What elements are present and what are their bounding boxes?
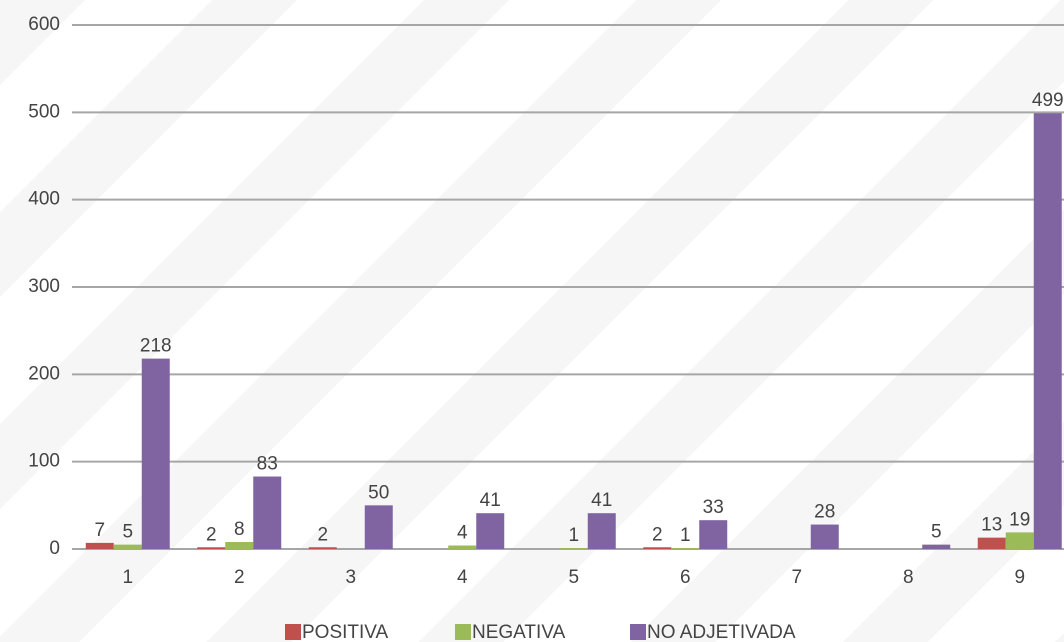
bar — [448, 545, 477, 549]
value-label: 4 — [457, 523, 468, 544]
value-label: 19 — [1009, 509, 1030, 530]
bar — [113, 544, 142, 549]
bar — [671, 548, 700, 550]
bar — [141, 358, 170, 549]
value-label: 28 — [814, 502, 835, 523]
value-label: 2 — [652, 524, 663, 545]
x-tick-label: 6 — [680, 567, 691, 588]
value-label: 8 — [234, 519, 245, 540]
legend-label: POSITIVA — [302, 622, 389, 642]
bar — [922, 544, 951, 549]
value-label: 41 — [591, 490, 612, 511]
bar — [225, 542, 254, 549]
x-tick-label: 7 — [791, 567, 802, 588]
bar — [587, 513, 616, 549]
value-label: 5 — [931, 522, 942, 543]
value-label: 2 — [206, 524, 217, 545]
legend-label: NEGATIVA — [472, 622, 566, 642]
value-label: 218 — [140, 336, 172, 357]
legend-swatch — [285, 624, 301, 640]
y-tick-label: 500 — [28, 101, 60, 122]
value-label: 2 — [317, 524, 328, 545]
value-label: 13 — [981, 515, 1002, 536]
value-label: 83 — [257, 454, 278, 475]
legend-swatch — [630, 624, 646, 640]
legend-label: NO ADJETIVADA — [647, 622, 796, 642]
bar — [977, 537, 1006, 549]
y-tick-label: 300 — [28, 276, 60, 297]
legend-swatch — [455, 624, 471, 640]
bar — [308, 547, 337, 549]
x-tick-label: 1 — [122, 567, 133, 588]
value-label: 1 — [680, 525, 691, 546]
y-tick-label: 0 — [49, 538, 60, 559]
y-tick-label: 200 — [28, 363, 60, 384]
value-label: 499 — [1032, 90, 1064, 111]
bar — [1005, 532, 1034, 549]
bar — [810, 524, 839, 549]
x-tick-label: 3 — [345, 567, 356, 588]
bar — [253, 476, 282, 549]
bar — [643, 547, 672, 549]
value-label: 33 — [703, 497, 724, 518]
x-tick-label: 9 — [1014, 567, 1025, 588]
x-tick-label: 5 — [568, 567, 579, 588]
bar — [1033, 113, 1062, 549]
bar — [476, 513, 505, 549]
value-label: 5 — [122, 522, 133, 543]
x-tick-label: 2 — [234, 567, 245, 588]
value-label: 7 — [94, 520, 105, 541]
y-tick-label: 100 — [28, 451, 60, 472]
y-tick-label: 400 — [28, 189, 60, 210]
bar — [364, 505, 393, 549]
bar — [559, 548, 588, 550]
y-tick-label: 600 — [28, 14, 60, 35]
bar — [699, 520, 728, 549]
bar — [85, 542, 114, 549]
x-tick-label: 8 — [903, 567, 914, 588]
value-label: 1 — [568, 525, 579, 546]
value-label: 41 — [480, 490, 501, 511]
value-label: 50 — [368, 482, 389, 503]
bar — [197, 547, 226, 549]
x-tick-label: 4 — [457, 567, 468, 588]
